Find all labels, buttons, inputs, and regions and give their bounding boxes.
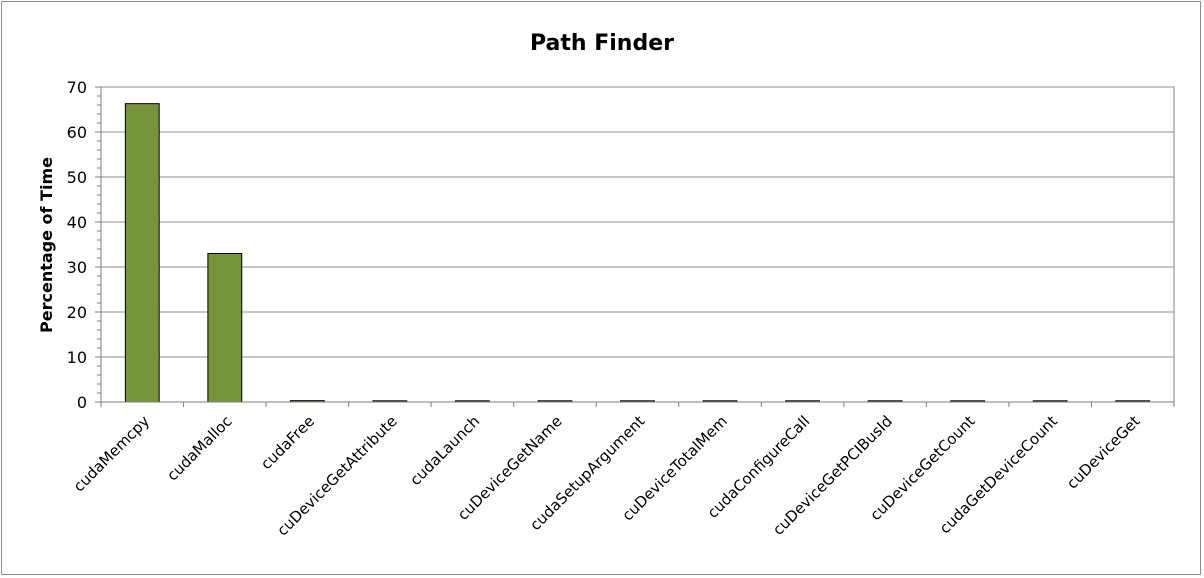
y-tick-label: 70	[67, 78, 87, 97]
y-tick-label: 50	[67, 168, 87, 187]
y-tick-label: 20	[67, 303, 87, 322]
axes	[95, 86, 1175, 407]
x-tick-label: cudaMemcpy	[70, 412, 153, 495]
y-tick-label: 40	[67, 213, 87, 232]
x-tick-label: cudaFree	[257, 412, 318, 473]
gridlines	[100, 86, 1175, 403]
bar-cudaMalloc	[207, 253, 243, 403]
chart-title: Path Finder	[530, 31, 674, 56]
y-tick-label: 10	[67, 348, 87, 367]
y-tick-label: 30	[67, 258, 87, 277]
bar-cudaMemcpy	[124, 103, 160, 403]
x-tick-labels: cudaMemcpy cudaMalloc cudaFreecuDeviceGetA…	[70, 412, 1144, 539]
x-tick-label: cuDeviceGet	[1063, 412, 1144, 493]
plot-area-border	[100, 86, 1175, 403]
y-tick-labels: 0 10 20 30 40 50 60 70	[67, 78, 87, 412]
y-tick-label: 60	[67, 123, 87, 142]
y-axis-label: Percentage of Time	[37, 157, 56, 333]
y-tick-label: 0	[77, 393, 87, 412]
bars	[124, 103, 1151, 403]
x-tick-label: cudaLaunch	[406, 412, 483, 489]
x-tick-label: cudaMalloc	[163, 412, 235, 484]
